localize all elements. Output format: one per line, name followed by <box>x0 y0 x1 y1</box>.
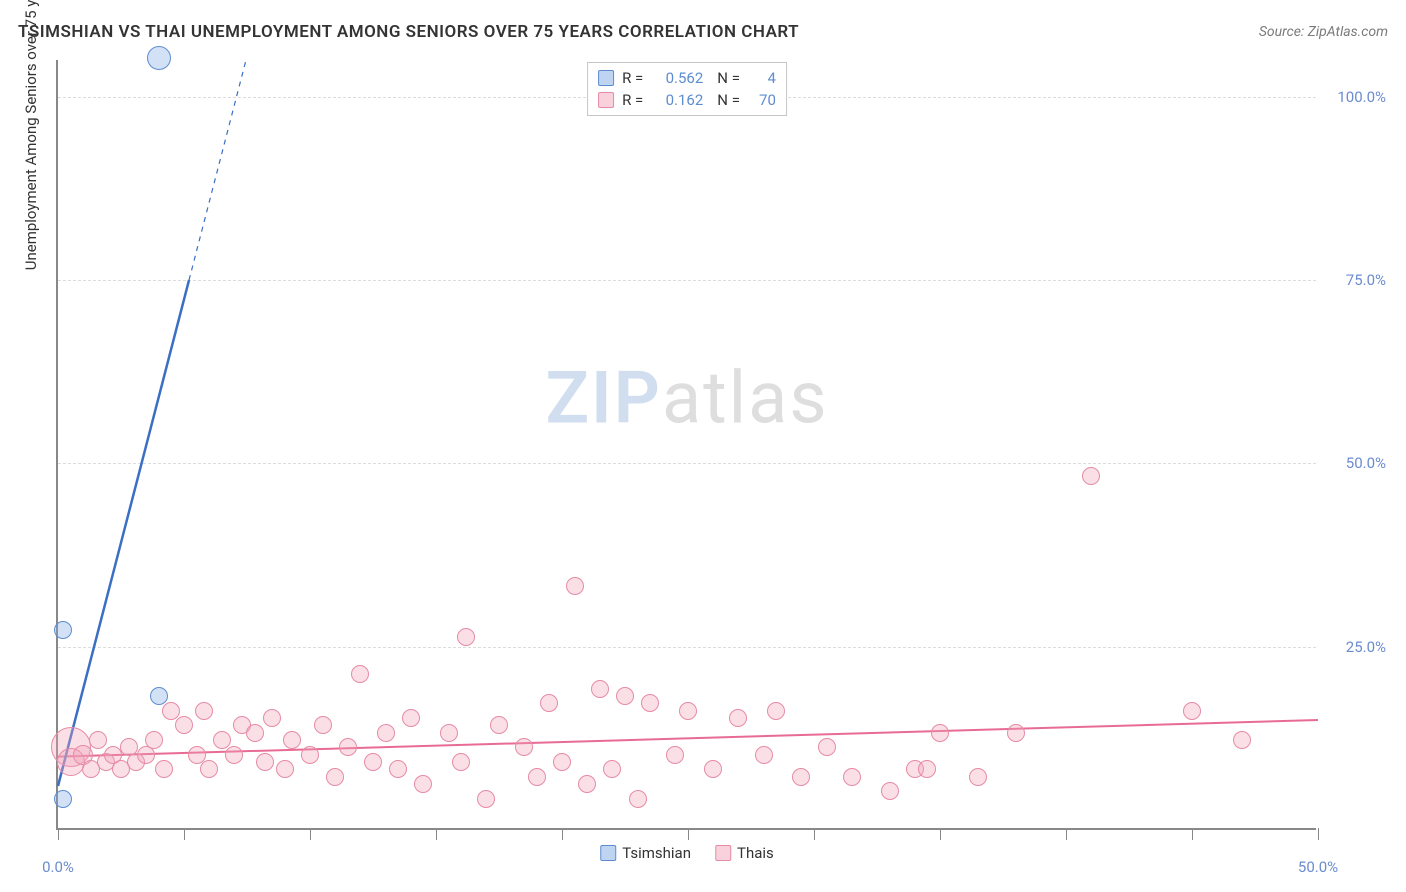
data-point <box>1233 731 1251 749</box>
data-point <box>283 731 301 749</box>
data-point <box>440 724 458 742</box>
swatch-pink-icon <box>598 92 614 108</box>
legend-item-thais: Thais <box>715 844 774 862</box>
data-point <box>364 753 382 771</box>
data-point <box>666 746 684 764</box>
data-point <box>1183 702 1201 720</box>
n-value-tsimshian: 4 <box>748 69 776 87</box>
data-point <box>54 790 72 808</box>
source-label: Source: ZipAtlas.com <box>1259 24 1388 40</box>
legend-row-tsimshian: R = 0.562 N = 4 <box>598 67 776 89</box>
data-point <box>616 687 634 705</box>
ytick-label: 100.0% <box>1337 88 1386 106</box>
data-point <box>566 577 584 595</box>
r-label: R = <box>622 69 643 87</box>
swatch-pink-icon <box>715 845 731 861</box>
data-point <box>213 731 231 749</box>
data-point <box>314 716 332 734</box>
r-value-thais: 0.162 <box>651 91 703 109</box>
data-point <box>256 753 274 771</box>
data-point <box>150 687 168 705</box>
n-value-thais: 70 <box>748 91 776 109</box>
data-point <box>389 760 407 778</box>
data-point <box>641 694 659 712</box>
data-point <box>553 753 571 771</box>
xtick-label: 0.0% <box>42 858 74 876</box>
data-point <box>54 621 72 639</box>
data-point <box>540 694 558 712</box>
swatch-blue-icon <box>600 845 616 861</box>
data-point <box>1082 467 1100 485</box>
n-label: N = <box>717 91 740 109</box>
legend-series: Tsimshian Thais <box>600 844 774 862</box>
data-point <box>402 709 420 727</box>
data-point <box>200 760 218 778</box>
data-point <box>818 738 836 756</box>
data-point <box>755 746 773 764</box>
legend-row-thais: R = 0.162 N = 70 <box>598 89 776 111</box>
data-point <box>452 753 470 771</box>
data-point <box>175 716 193 734</box>
data-point <box>767 702 785 720</box>
data-point <box>477 790 495 808</box>
ytick-label: 25.0% <box>1346 638 1386 656</box>
xtick <box>1318 828 1319 840</box>
xtick-label: 50.0% <box>1298 858 1338 876</box>
data-point <box>704 760 722 778</box>
data-point <box>301 746 319 764</box>
chart-title: TSIMSHIAN VS THAI UNEMPLOYMENT AMONG SEN… <box>18 22 799 42</box>
legend-label: Tsimshian <box>622 844 691 862</box>
plot-area: ZIPatlas 25.0%50.0%75.0%100.0%0.0%50.0% … <box>56 60 1316 830</box>
data-point <box>931 724 949 742</box>
data-point <box>195 702 213 720</box>
data-point <box>155 760 173 778</box>
legend-item-tsimshian: Tsimshian <box>600 844 691 862</box>
data-point <box>225 746 243 764</box>
r-label: R = <box>622 91 643 109</box>
r-value-tsimshian: 0.562 <box>651 69 703 87</box>
data-point <box>679 702 697 720</box>
data-point <box>414 775 432 793</box>
data-point <box>457 628 475 646</box>
data-point <box>162 702 180 720</box>
data-point <box>490 716 508 734</box>
y-axis-label: Unemployment Among Seniors over 75 years <box>22 0 40 270</box>
data-point <box>881 782 899 800</box>
data-point <box>578 775 596 793</box>
legend-label: Thais <box>737 844 774 862</box>
data-point <box>515 738 533 756</box>
ytick-label: 75.0% <box>1346 271 1386 289</box>
n-label: N = <box>717 69 740 87</box>
data-point <box>89 731 107 749</box>
data-point <box>729 709 747 727</box>
swatch-blue-icon <box>598 70 614 86</box>
ytick-label: 50.0% <box>1346 454 1386 472</box>
data-point <box>326 768 344 786</box>
data-point <box>629 790 647 808</box>
data-point <box>246 724 264 742</box>
data-point <box>969 768 987 786</box>
data-point <box>263 709 281 727</box>
data-point <box>603 760 621 778</box>
data-point <box>843 768 861 786</box>
data-point <box>377 724 395 742</box>
data-point <box>918 760 936 778</box>
data-point <box>528 768 546 786</box>
data-point <box>351 665 369 683</box>
data-point <box>591 680 609 698</box>
legend-correlation: R = 0.562 N = 4 R = 0.162 N = 70 <box>587 62 787 116</box>
data-point <box>1007 724 1025 742</box>
data-point <box>792 768 810 786</box>
data-point <box>339 738 357 756</box>
data-point <box>188 746 206 764</box>
data-point <box>276 760 294 778</box>
data-point <box>145 731 163 749</box>
data-point <box>147 46 171 70</box>
